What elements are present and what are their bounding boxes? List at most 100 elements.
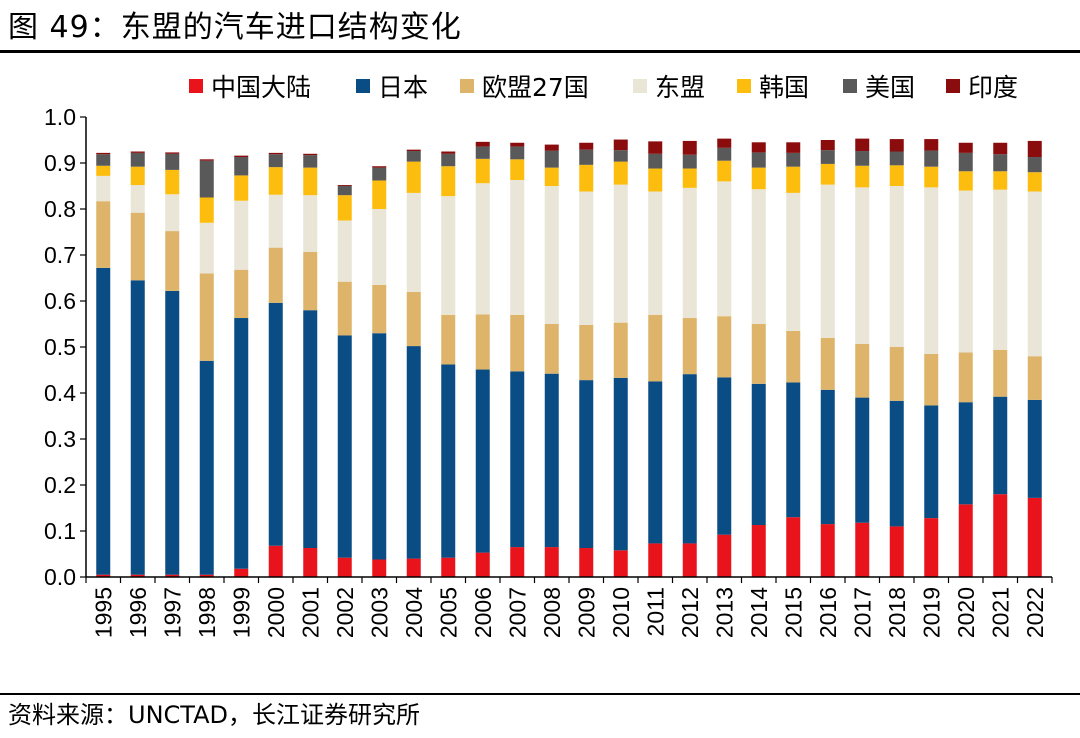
bar-group-2005 xyxy=(441,151,456,577)
x-tick-label: 2021 xyxy=(987,587,1013,638)
x-tick-label: 2013 xyxy=(711,587,737,638)
y-tick-label: 0.9 xyxy=(44,150,76,176)
legend-label: 东盟 xyxy=(655,73,705,102)
bar-segment-5 xyxy=(268,167,283,195)
legend-label: 中国大陆 xyxy=(211,73,311,102)
bar-group-1997 xyxy=(165,152,180,577)
figure-title: 图 49：东盟的汽车进口结构变化 xyxy=(8,10,462,45)
bar-segment-7 xyxy=(855,138,870,152)
bar-segment-3 xyxy=(786,330,801,383)
y-tick-label: 1.0 xyxy=(44,104,76,130)
bar-segment-2 xyxy=(1027,399,1042,498)
bar-segment-2 xyxy=(96,267,111,575)
bar-segment-6 xyxy=(648,153,663,169)
bar-segment-2 xyxy=(441,364,456,558)
bar-segment-2 xyxy=(544,373,559,548)
legend-label: 日本 xyxy=(378,73,428,102)
x-tick-label: 2016 xyxy=(815,587,841,638)
bar-segment-3 xyxy=(475,314,490,370)
bar-segment-4 xyxy=(544,186,559,324)
bar-group-2012 xyxy=(682,140,697,577)
bar-segment-6 xyxy=(96,154,111,166)
bar-segment-7 xyxy=(475,141,490,147)
bar-segment-7 xyxy=(406,149,421,152)
x-tick-label: 1995 xyxy=(90,587,116,638)
bar-segment-7 xyxy=(751,142,766,153)
x-tick-label: 2002 xyxy=(332,587,358,638)
bar-segment-7 xyxy=(993,142,1008,155)
bar-segment-4 xyxy=(993,189,1008,350)
bar-segment-3 xyxy=(337,281,352,336)
title-divider xyxy=(0,50,1080,53)
bar-group-2010 xyxy=(613,139,628,577)
bar-segment-6 xyxy=(717,147,732,161)
bar-segment-1 xyxy=(406,558,421,577)
legend-label: 印度 xyxy=(968,73,1018,102)
bar-segment-2 xyxy=(579,380,594,549)
bar-segment-3 xyxy=(165,231,180,291)
bar-segment-3 xyxy=(544,324,559,374)
bar-group-2013 xyxy=(717,138,732,577)
x-tick-label: 2008 xyxy=(539,587,565,638)
x-tick-label: 2000 xyxy=(263,587,289,638)
bar-segment-6 xyxy=(303,155,318,168)
bar-segment-6 xyxy=(579,149,594,165)
bar-segment-5 xyxy=(993,171,1008,190)
bar-segment-2 xyxy=(337,335,352,558)
bar-segment-3 xyxy=(579,324,594,381)
bar-segment-3 xyxy=(613,322,628,378)
bar-segment-6 xyxy=(165,153,180,170)
bar-segment-4 xyxy=(648,191,663,315)
x-tick-label: 2015 xyxy=(780,587,806,638)
bar-segment-4 xyxy=(820,184,835,338)
bar-segment-2 xyxy=(475,369,490,553)
bar-segment-2 xyxy=(130,280,145,575)
bar-segment-2 xyxy=(234,318,249,569)
bar-segment-4 xyxy=(441,196,456,315)
bar-group-2008 xyxy=(544,144,559,577)
x-tick-label: 2018 xyxy=(884,587,910,638)
bar-segment-1 xyxy=(924,518,939,577)
bar-segment-4 xyxy=(613,184,628,323)
bar-segment-6 xyxy=(682,154,697,169)
bar-segment-4 xyxy=(889,186,904,347)
bar-segment-2 xyxy=(751,383,766,526)
bar-segment-2 xyxy=(993,396,1008,495)
bar-group-1998 xyxy=(199,159,214,577)
bar-segment-7 xyxy=(648,141,663,154)
bar-segment-3 xyxy=(820,337,835,390)
bar-segment-2 xyxy=(303,310,318,549)
bar-segment-6 xyxy=(786,152,801,167)
bar-segment-1 xyxy=(717,534,732,577)
bar-segment-7 xyxy=(613,139,628,151)
x-tick-label: 2001 xyxy=(297,587,323,638)
y-tick-label: 0.1 xyxy=(44,518,76,544)
bar-segment-6 xyxy=(199,160,214,198)
x-tick-label: 2012 xyxy=(677,587,703,638)
y-tick-label: 0.5 xyxy=(44,334,76,360)
bar-segment-4 xyxy=(268,194,283,248)
bar-segment-6 xyxy=(475,146,490,159)
bar-segment-2 xyxy=(648,381,663,544)
bar-group-2007 xyxy=(510,142,525,577)
bar-segment-4 xyxy=(855,187,870,344)
bar-segment-6 xyxy=(372,167,387,181)
x-tick-label: 2006 xyxy=(470,587,496,638)
bar-segment-7 xyxy=(544,144,559,151)
bar-group-2018 xyxy=(889,139,904,577)
bar-segment-7 xyxy=(130,151,145,153)
bar-segment-5 xyxy=(441,166,456,197)
bar-group-1995 xyxy=(96,152,111,577)
figure-source: 资料来源：UNCTAD，长江证券研究所 xyxy=(8,701,420,729)
bar-segment-4 xyxy=(165,194,180,232)
bar-segment-6 xyxy=(820,150,835,164)
bar-segment-1 xyxy=(234,568,249,577)
legend-item: 美国 xyxy=(843,73,915,102)
bar-segment-7 xyxy=(889,139,904,152)
bar-segment-3 xyxy=(199,273,214,361)
bar-segment-4 xyxy=(199,222,214,274)
bar-segment-7 xyxy=(786,142,801,153)
bar-segment-7 xyxy=(268,152,283,155)
bar-segment-5 xyxy=(510,159,525,181)
bar-segment-2 xyxy=(510,371,525,548)
